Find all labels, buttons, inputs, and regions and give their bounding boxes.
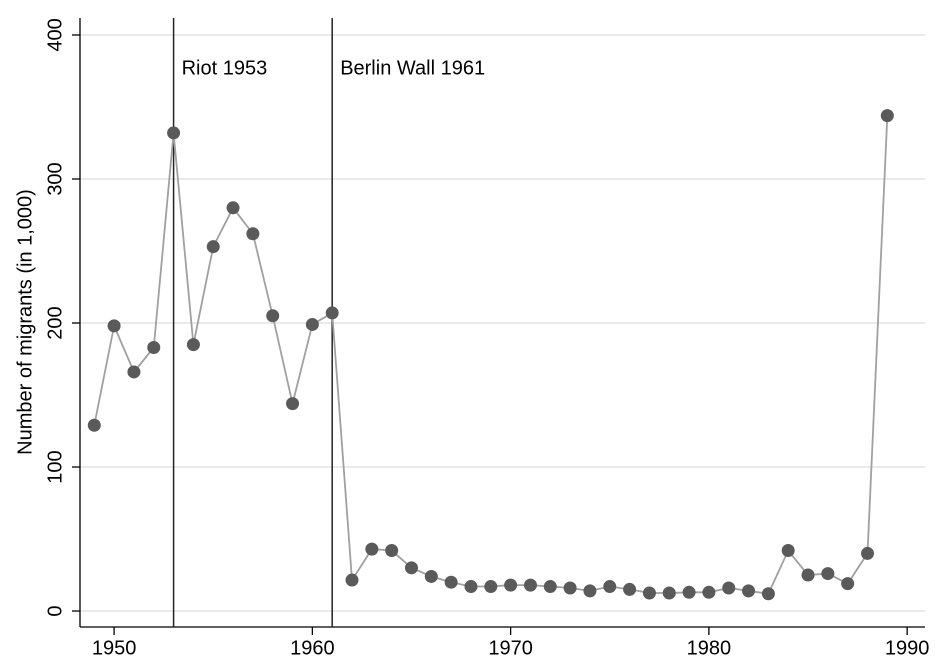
series-line bbox=[93, 115, 889, 595]
event-label: Riot 1953 bbox=[182, 57, 268, 79]
y-tick-label: 300 bbox=[44, 162, 66, 195]
point bbox=[404, 561, 418, 575]
y-axis-title: Number of migrants (in 1,000) bbox=[14, 189, 36, 455]
point bbox=[504, 578, 518, 592]
y-tick-label: 400 bbox=[44, 18, 66, 51]
point bbox=[286, 397, 300, 411]
point bbox=[365, 542, 379, 556]
x-tick-label: 1960 bbox=[290, 637, 335, 659]
point bbox=[127, 365, 141, 379]
point bbox=[821, 567, 835, 581]
x-tick-label: 1990 bbox=[885, 637, 930, 659]
point bbox=[246, 227, 260, 241]
point bbox=[801, 568, 815, 582]
point bbox=[325, 306, 339, 320]
point bbox=[861, 546, 875, 560]
x-tick-label: 1980 bbox=[687, 637, 732, 659]
point bbox=[87, 418, 101, 432]
point bbox=[167, 126, 181, 140]
point bbox=[345, 573, 359, 587]
point bbox=[543, 580, 557, 594]
x-tick-label: 1970 bbox=[488, 637, 533, 659]
point bbox=[305, 317, 319, 331]
point bbox=[424, 569, 438, 583]
point bbox=[742, 584, 756, 598]
point bbox=[603, 580, 617, 594]
point bbox=[682, 585, 696, 599]
point bbox=[107, 319, 121, 333]
point bbox=[464, 580, 478, 594]
y-tick-label: 100 bbox=[44, 450, 66, 483]
point bbox=[880, 109, 894, 123]
point bbox=[444, 575, 458, 589]
point bbox=[186, 338, 200, 352]
y-tick-label: 0 bbox=[44, 605, 66, 616]
point bbox=[206, 240, 220, 254]
point bbox=[722, 581, 736, 595]
point bbox=[484, 580, 498, 594]
point bbox=[702, 585, 716, 599]
y-tick-label: 200 bbox=[44, 306, 66, 339]
point bbox=[385, 544, 399, 558]
point bbox=[761, 587, 775, 601]
point bbox=[147, 340, 161, 354]
point bbox=[781, 544, 795, 558]
point bbox=[583, 584, 597, 598]
point bbox=[266, 309, 280, 323]
event-label: Berlin Wall 1961 bbox=[340, 57, 485, 79]
point bbox=[841, 577, 855, 591]
point bbox=[642, 586, 656, 600]
point bbox=[523, 578, 537, 592]
x-tick-label: 1950 bbox=[92, 637, 137, 659]
point bbox=[662, 586, 676, 600]
point bbox=[563, 581, 577, 595]
point bbox=[226, 201, 240, 215]
point bbox=[623, 582, 637, 596]
